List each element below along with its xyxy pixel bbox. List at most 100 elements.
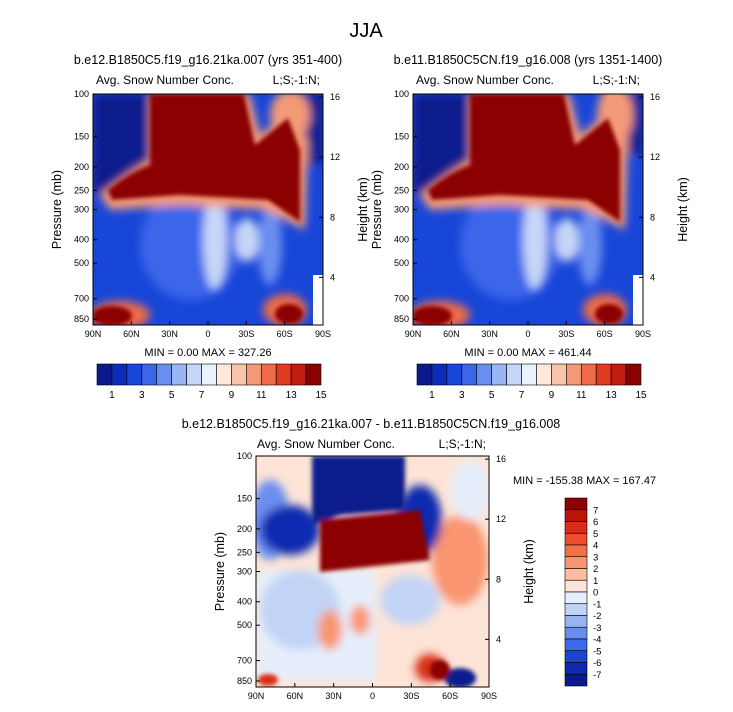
y-tick-label: 200: [74, 162, 89, 172]
colorbar-box: [610, 363, 627, 386]
colorbar-box: [201, 363, 217, 386]
min-max-stats: MIN = 0.00 MAX = 327.26: [144, 347, 271, 359]
y-tick-label: 700: [74, 294, 89, 304]
panel-top-right: b.e11.B1850C5CN.f19_g16.008 (yrs 1351-14…: [394, 53, 663, 326]
colorbar-label: 11: [256, 390, 267, 401]
y-right-tick-label: 8: [496, 574, 501, 584]
colorbar-label: -6: [593, 658, 601, 669]
y-right-tick-label: 12: [330, 152, 340, 162]
y-tick-label: 400: [237, 597, 252, 607]
y-tick-label: 150: [237, 494, 252, 504]
y-right-tick-label: 16: [650, 92, 660, 102]
min-max-stats: MIN = 0.00 MAX = 461.44: [464, 347, 591, 359]
panel-left-label: Avg. Snow Number Conc.: [96, 73, 234, 87]
x-tick-label: 30S: [558, 329, 574, 339]
y-tick-label: 250: [74, 185, 89, 195]
x-tick-label: 60N: [443, 329, 460, 339]
colorbar-label: 7: [199, 390, 205, 401]
colorbar-box: [506, 363, 522, 386]
colorbar-box: [246, 363, 262, 386]
colorbar-label: 1: [109, 390, 115, 401]
colorbar-label: -1: [593, 599, 601, 610]
y-right-axis-title: Height (km): [356, 177, 370, 242]
colorbar-label: 15: [315, 390, 327, 401]
colorbar-label: -3: [593, 623, 601, 634]
colorbar-box: [564, 662, 588, 675]
y-tick-label: 850: [237, 676, 252, 686]
colorbar-label: 5: [489, 390, 495, 401]
colorbar-label: 5: [593, 529, 598, 540]
x-tick-label: 90S: [481, 691, 497, 701]
y-tick-label: 300: [237, 567, 252, 577]
y-tick-label: 200: [394, 162, 409, 172]
colorbar-box: [96, 363, 113, 386]
y-tick-label: 500: [394, 258, 409, 268]
panel-top-left: b.e12.B1850C5.f19_g16.21ka.007 (yrs 351-…: [74, 53, 342, 326]
y-tick-label: 500: [74, 258, 89, 268]
heatmap-field: [413, 94, 643, 325]
colorbar-label: 0: [593, 588, 598, 599]
colorbar-label: 1: [429, 390, 435, 401]
colorbar-box: [186, 363, 202, 386]
colorbar-box: [231, 363, 247, 386]
x-tick-label: 0: [205, 329, 210, 339]
colorbar-label: 5: [169, 390, 175, 401]
min-max-stats: MIN = -155.38 MAX = 167.47: [513, 475, 656, 487]
colorbar-label: 3: [459, 390, 465, 401]
colorbar-box: [141, 363, 158, 386]
colorbar-label: 7: [593, 505, 598, 516]
x-tick-label: 0: [370, 691, 375, 701]
panel-title: b.e12.B1850C5.f19_g16.21ka.007 - b.e11.B…: [182, 417, 561, 431]
panel-left-label: Avg. Snow Number Conc.: [257, 437, 395, 451]
colorbar-box: [536, 363, 552, 386]
colorbar-box: [521, 363, 537, 386]
y-right-tick-label: 12: [650, 152, 660, 162]
colorbar-box: [564, 497, 588, 511]
colorbar-label: 6: [593, 517, 598, 528]
colorbar-label: 11: [576, 390, 587, 401]
y-tick-label: 700: [237, 656, 252, 666]
colorbar-box: [216, 363, 232, 386]
colorbar-box: [625, 363, 642, 386]
colorbar-box: [446, 363, 463, 386]
colorbar-label: 1: [593, 576, 598, 587]
y-tick-label: 850: [394, 314, 409, 324]
y-right-tick-label: 4: [650, 272, 655, 282]
colorbar-box: [564, 556, 588, 569]
colorbar-box: [305, 363, 322, 386]
colorbar-box: [171, 363, 187, 386]
y-tick-label: 100: [74, 89, 89, 99]
colorbar-box: [564, 568, 588, 581]
colorbar-label: -4: [593, 635, 601, 646]
y-tick-label: 250: [394, 185, 409, 195]
colorbar-box: [564, 591, 588, 605]
x-tick-label: 90N: [85, 329, 102, 339]
colorbar-box: [111, 363, 128, 386]
y-tick-label: 500: [237, 620, 252, 630]
x-tick-label: 30S: [403, 691, 419, 701]
colorbar-box: [566, 363, 582, 386]
y-right-axis-title: Height (km): [522, 539, 536, 604]
colorbar-box: [564, 509, 588, 522]
colorbar-box: [476, 363, 492, 386]
colorbar-label: -5: [593, 646, 601, 657]
colorbar-box: [156, 363, 172, 386]
colorbar-box: [416, 363, 433, 386]
colorbar-label: 13: [606, 390, 618, 401]
y-tick-label: 100: [237, 451, 252, 461]
colorbar-label: 9: [229, 390, 235, 401]
colorbar-box: [564, 626, 588, 640]
colorbar-label: 3: [593, 552, 598, 563]
y-tick-label: 100: [394, 89, 409, 99]
colorbar-label: 4: [593, 541, 598, 552]
x-tick-label: 90N: [248, 691, 265, 701]
x-tick-label: 90N: [405, 329, 422, 339]
colorbar-label: -2: [593, 611, 601, 622]
panel-title: b.e11.B1850C5CN.f19_g16.008 (yrs 1351-14…: [394, 53, 663, 67]
colorbar-box: [491, 363, 507, 386]
heatmap-field: [93, 94, 323, 325]
colorbar-box: [290, 363, 307, 386]
y-tick-label: 400: [394, 235, 409, 245]
colorbar-label: -7: [593, 670, 601, 681]
panel-title: b.e12.B1850C5.f19_g16.21ka.007 (yrs 351-…: [74, 53, 342, 67]
